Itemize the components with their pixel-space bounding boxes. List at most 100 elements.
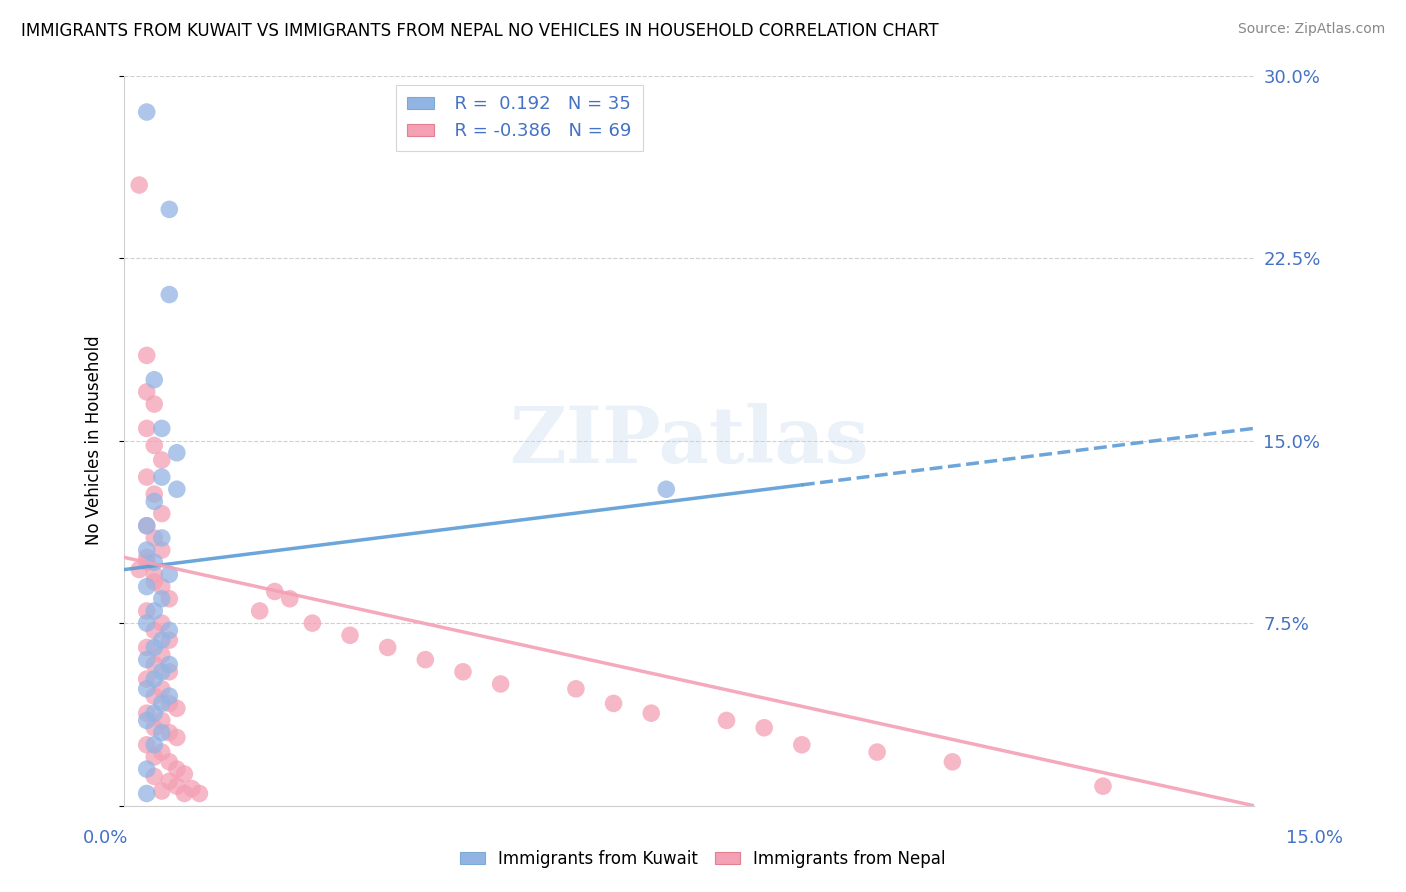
Point [377, 640, 399, 655]
Point [166, 701, 188, 715]
Point [135, 348, 157, 362]
Point [150, 543, 173, 558]
Point [941, 755, 963, 769]
Point [866, 745, 889, 759]
Point [135, 706, 157, 721]
Point [143, 706, 166, 721]
Point [150, 697, 173, 711]
Point [278, 591, 301, 606]
Point [180, 781, 202, 796]
Point [135, 640, 157, 655]
Point [157, 774, 180, 789]
Text: 0.0%: 0.0% [83, 829, 128, 847]
Point [157, 697, 180, 711]
Point [128, 178, 150, 192]
Point [143, 769, 166, 783]
Point [135, 384, 157, 399]
Point [150, 453, 173, 467]
Point [143, 640, 166, 655]
Point [166, 482, 188, 496]
Point [640, 706, 662, 721]
Point [339, 628, 361, 642]
Point [143, 657, 166, 672]
Point [135, 105, 157, 120]
Point [166, 779, 188, 793]
Point [655, 482, 678, 496]
Text: 15.0%: 15.0% [1286, 829, 1343, 847]
Point [150, 616, 173, 631]
Point [166, 731, 188, 745]
Point [135, 672, 157, 686]
Text: IMMIGRANTS FROM KUWAIT VS IMMIGRANTS FROM NEPAL NO VEHICLES IN HOUSEHOLD CORRELA: IMMIGRANTS FROM KUWAIT VS IMMIGRANTS FRO… [21, 22, 939, 40]
Point [150, 784, 173, 798]
Point [143, 531, 166, 545]
Point [143, 604, 166, 618]
Point [157, 755, 180, 769]
Point [135, 762, 157, 776]
Point [157, 725, 180, 739]
Point [143, 438, 166, 452]
Point [135, 518, 157, 533]
Text: ZIPatlas: ZIPatlas [509, 402, 869, 479]
Point [173, 767, 195, 781]
Point [135, 714, 157, 728]
Point [166, 446, 188, 460]
Point [150, 681, 173, 696]
Point [1091, 779, 1114, 793]
Point [157, 665, 180, 679]
Point [489, 677, 512, 691]
Point [150, 714, 173, 728]
Point [157, 633, 180, 648]
Point [143, 750, 166, 764]
Point [135, 681, 157, 696]
Point [150, 591, 173, 606]
Point [150, 648, 173, 662]
Point [135, 421, 157, 435]
Point [135, 604, 157, 618]
Point [143, 567, 166, 582]
Point [135, 543, 157, 558]
Point [143, 555, 166, 569]
Point [150, 633, 173, 648]
Point [143, 397, 166, 411]
Point [128, 563, 150, 577]
Point [157, 591, 180, 606]
Point [716, 714, 738, 728]
Legend: Immigrants from Kuwait, Immigrants from Nepal: Immigrants from Kuwait, Immigrants from … [454, 844, 952, 875]
Point [301, 616, 323, 631]
Point [157, 689, 180, 703]
Point [143, 689, 166, 703]
Point [135, 555, 157, 569]
Point [754, 721, 776, 735]
Point [135, 518, 157, 533]
Point [150, 507, 173, 521]
Point [143, 574, 166, 589]
Point [135, 470, 157, 484]
Point [602, 697, 624, 711]
Point [143, 494, 166, 508]
Point [415, 652, 437, 666]
Point [135, 550, 157, 565]
Point [150, 580, 173, 594]
Point [150, 470, 173, 484]
Point [135, 652, 157, 666]
Text: Source: ZipAtlas.com: Source: ZipAtlas.com [1237, 22, 1385, 37]
Point [135, 787, 157, 801]
Point [135, 738, 157, 752]
Point [157, 624, 180, 638]
Point [143, 672, 166, 686]
Point [143, 721, 166, 735]
Point [565, 681, 588, 696]
Point [135, 580, 157, 594]
Point [157, 657, 180, 672]
Point [135, 616, 157, 631]
Point [166, 762, 188, 776]
Y-axis label: No Vehicles in Household: No Vehicles in Household [86, 335, 103, 545]
Point [173, 787, 195, 801]
Point [263, 584, 285, 599]
Point [143, 738, 166, 752]
Point [150, 745, 173, 759]
Point [188, 787, 211, 801]
Point [249, 604, 271, 618]
Point [143, 624, 166, 638]
